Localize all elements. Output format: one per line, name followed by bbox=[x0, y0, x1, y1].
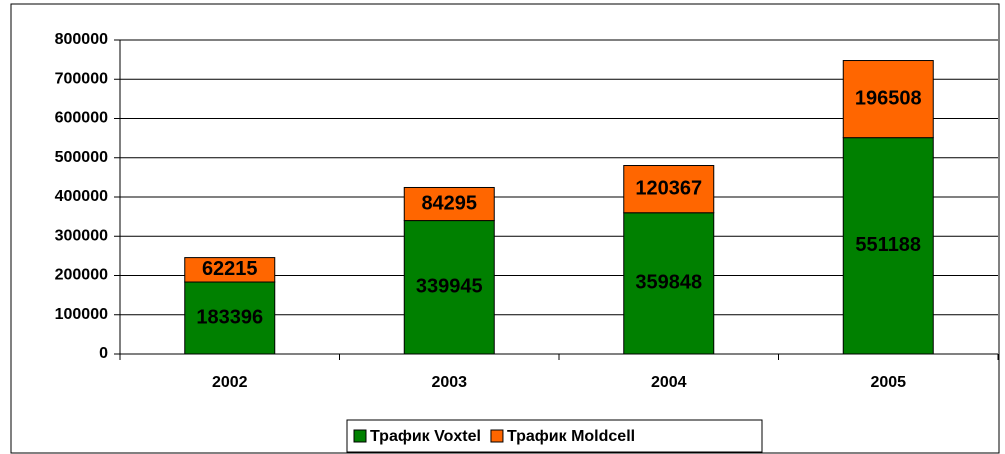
x-tick-label: 2004 bbox=[651, 374, 687, 391]
data-label: 551188 bbox=[855, 234, 921, 256]
y-tick-label: 400000 bbox=[55, 188, 108, 205]
y-tick-label: 800000 bbox=[55, 31, 108, 48]
data-label: 339945 bbox=[416, 276, 483, 298]
data-label: 183396 bbox=[196, 306, 263, 328]
bar-segment bbox=[623, 212, 715, 355]
legend-label: Трафик Voxtel bbox=[370, 428, 481, 445]
bar-segment bbox=[184, 281, 276, 355]
y-tick-label: 200000 bbox=[55, 267, 108, 284]
y-tick-label: 0 bbox=[99, 345, 108, 362]
bar-segment bbox=[842, 137, 934, 355]
y-tick-label: 100000 bbox=[55, 306, 108, 323]
x-tick-label: 2002 bbox=[212, 374, 248, 391]
x-tick-label: 2005 bbox=[870, 374, 906, 391]
legend-swatch bbox=[490, 429, 504, 443]
legend-swatch bbox=[353, 429, 367, 443]
legend-label: Трафик Moldcell bbox=[507, 428, 635, 445]
legend-box bbox=[346, 419, 763, 453]
bar-segment bbox=[842, 60, 934, 139]
data-label: 359848 bbox=[635, 272, 702, 294]
bar-segment bbox=[403, 186, 495, 222]
bar-segment bbox=[623, 165, 715, 214]
bar-segment bbox=[403, 220, 495, 355]
y-tick-label: 700000 bbox=[55, 70, 108, 87]
data-label: 120367 bbox=[635, 177, 702, 199]
y-tick-label: 600000 bbox=[55, 110, 108, 127]
data-label: 62215 bbox=[202, 258, 258, 280]
data-label: 196508 bbox=[855, 87, 922, 109]
x-tick-label: 2003 bbox=[431, 374, 467, 391]
y-tick-label: 300000 bbox=[55, 227, 108, 244]
bar-segment bbox=[184, 257, 276, 283]
data-label: 84295 bbox=[421, 192, 477, 214]
y-tick-label: 500000 bbox=[55, 149, 108, 166]
